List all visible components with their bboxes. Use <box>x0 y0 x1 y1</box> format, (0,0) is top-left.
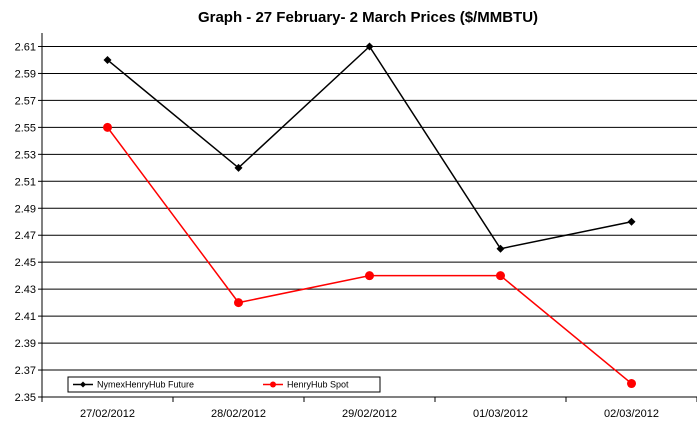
y-tick-label: 2.39 <box>15 338 36 350</box>
y-tick-label: 2.47 <box>15 230 36 242</box>
series-line <box>106 126 632 385</box>
y-tick-labels: 2.35 2.37 2.39 2.41 2.43 2.45 2.47 2.49 2.51 2.53… <box>15 41 36 404</box>
legend-marker <box>270 381 276 388</box>
data-point <box>365 271 374 281</box>
data-point <box>365 42 374 51</box>
x-tick-label: 02/03/2012 <box>604 408 659 420</box>
data-point <box>627 379 636 389</box>
x-tick-label: 29/02/2012 <box>342 408 397 420</box>
data-point <box>234 298 243 308</box>
x-tick-label: 27/02/2012 <box>80 408 135 420</box>
legend-marker <box>80 381 86 388</box>
y-tick-label: 2.57 <box>15 95 36 107</box>
y-tick-label: 2.51 <box>15 176 36 188</box>
data-series <box>103 42 636 389</box>
grid-lines <box>42 45 697 371</box>
y-tick-label: 2.37 <box>15 365 36 377</box>
y-tick-label: 2.55 <box>15 122 36 134</box>
series-0 <box>103 42 636 253</box>
y-tick-label: 2.45 <box>15 257 36 269</box>
legend-item: HenryHub Spot <box>263 380 349 390</box>
legend-label: HenryHub Spot <box>287 380 349 390</box>
data-point <box>496 244 505 253</box>
legend-box <box>67 376 381 393</box>
y-tick-label: 2.41 <box>15 311 36 323</box>
y-tick-label: 2.43 <box>15 284 36 296</box>
x-tick-label: 01/03/2012 <box>473 408 528 420</box>
axes <box>38 33 697 402</box>
legend-label: NymexHenryHub Future <box>97 380 194 390</box>
data-point <box>496 271 505 281</box>
y-tick-label: 2.61 <box>15 41 36 53</box>
x-tick-label: 28/02/2012 <box>211 408 266 420</box>
y-tick-label: 2.35 <box>15 392 36 404</box>
data-point <box>234 163 243 172</box>
series-line <box>107 45 632 250</box>
series-1 <box>103 122 636 389</box>
data-point <box>103 122 112 132</box>
x-tick-labels: 27/02/2012 28/02/2012 29/02/2012 01/03/2012… <box>80 408 659 420</box>
y-tick-label: 2.53 <box>15 149 36 161</box>
y-tick-label: 2.49 <box>15 203 36 215</box>
y-tick-label: 2.59 <box>15 68 36 80</box>
chart-title: Graph - 27 February- 2 March Prices ($/M… <box>198 9 538 26</box>
data-point <box>627 217 636 226</box>
data-point <box>103 55 112 64</box>
legend: NymexHenryHub Future HenryHub Spot <box>67 376 381 393</box>
legend-item: NymexHenryHub Future <box>73 380 194 390</box>
